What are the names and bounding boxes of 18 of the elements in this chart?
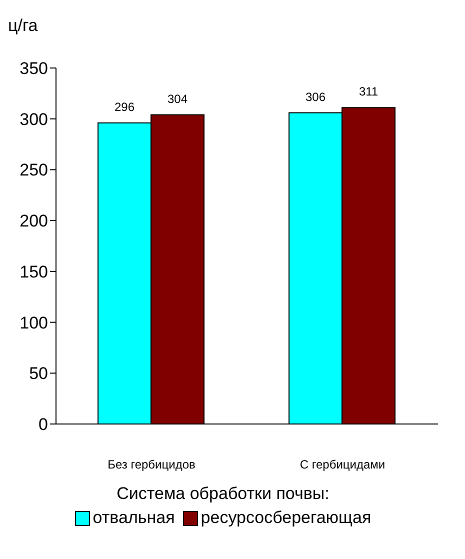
data-label: 311 — [358, 84, 378, 99]
y-tick-label: 150 — [20, 262, 48, 282]
legend-label: отвальная — [92, 508, 175, 528]
y-tick-label: 0 — [38, 415, 48, 434]
data-label: 304 — [168, 92, 188, 106]
data-label: 306 — [306, 90, 326, 104]
legend-label: ресурсосберегающая — [200, 508, 372, 528]
y-tick-label: 250 — [20, 160, 48, 180]
x-tick-label: Без гербицидов — [108, 458, 196, 472]
y-tick-label: 350 — [20, 59, 48, 78]
legend-title: Система обработки почвы: — [116, 484, 330, 504]
y-tick-label: 50 — [29, 364, 48, 384]
y-tick-label: 100 — [20, 313, 48, 332]
y-axis-title: ц/га — [8, 16, 38, 36]
y-tick-label: 200 — [20, 212, 48, 231]
y-tick-label: 300 — [20, 110, 48, 129]
data-label: 296 — [114, 100, 135, 114]
x-tick-label: С гербицидами — [300, 458, 386, 472]
